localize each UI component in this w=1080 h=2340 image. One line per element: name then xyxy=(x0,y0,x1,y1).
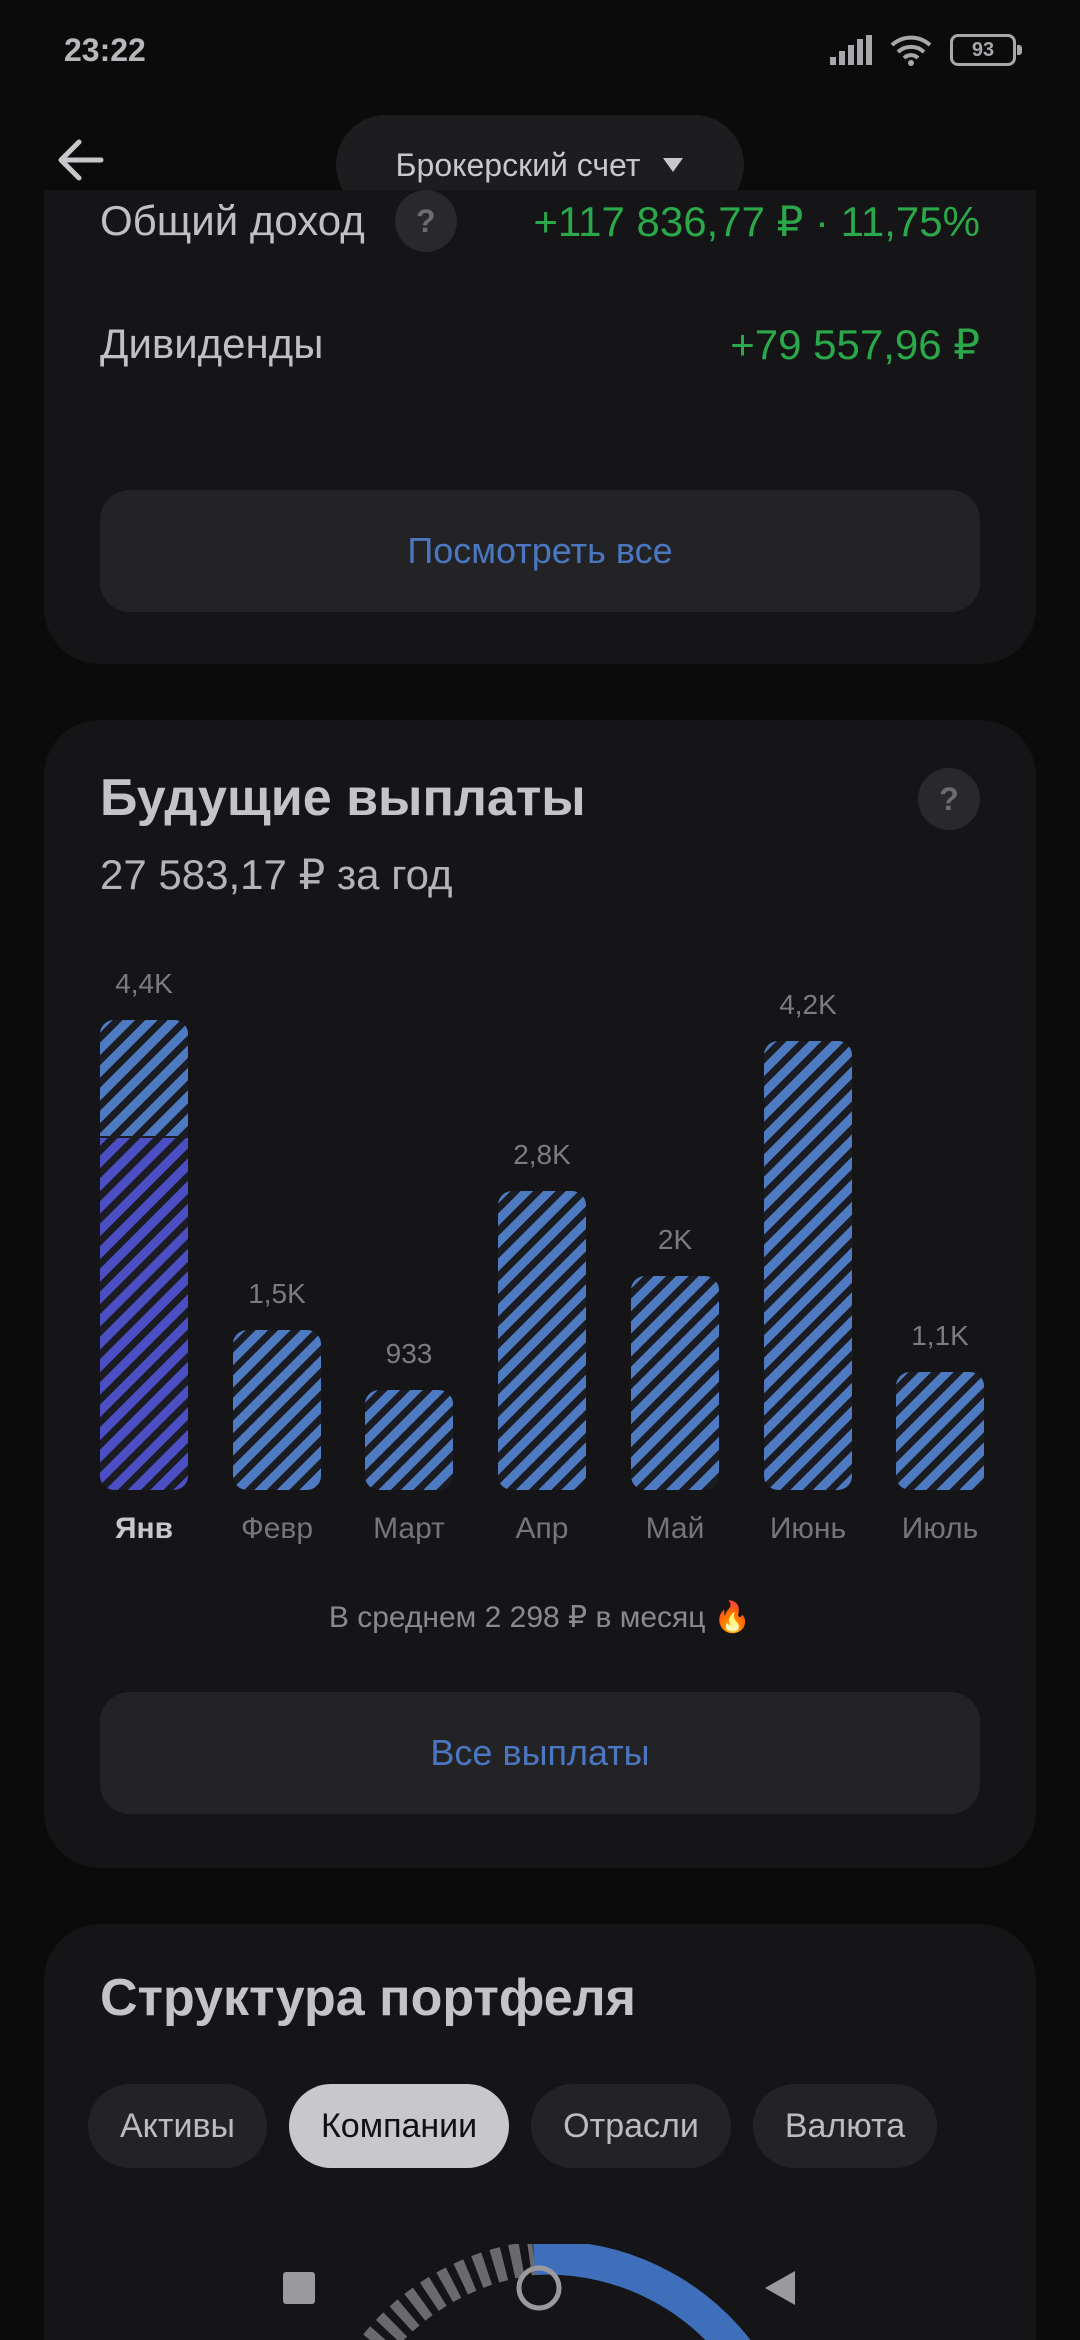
portfolio-tab[interactable]: Валюта xyxy=(752,2084,938,2168)
status-time: 23:22 xyxy=(64,31,146,68)
payments-chart: 4,4K Янв 1,5K Февр 933 Март 2,8K Апр 2K Май 4,2K Ию… xyxy=(44,720,1036,1620)
bar-value-label: 1,1K xyxy=(911,1320,969,1351)
month-label[interactable]: Июнь xyxy=(769,1512,847,1545)
bar-top-segment xyxy=(100,1020,188,1138)
square-icon xyxy=(283,2271,315,2304)
home-button[interactable] xyxy=(515,2264,563,2317)
status-icons: 93 xyxy=(830,34,1022,66)
back-arrow-icon xyxy=(58,139,104,181)
bar-column[interactable] xyxy=(896,1372,984,1490)
dividends-row: Дивиденды +79 557,96 ₽ xyxy=(100,314,980,374)
triangle-back-icon xyxy=(765,2270,795,2305)
portfolio-title: Структура портфеля xyxy=(100,1969,636,2027)
portfolio-tab[interactable]: Активы xyxy=(88,2084,267,2168)
average-text: В среднем 2 298 ₽ в месяц 🔥 xyxy=(328,1601,752,1634)
payments-help-button[interactable]: ? xyxy=(918,768,980,830)
payments-subtitle: 27 583,17 ₽ за год xyxy=(100,851,453,898)
month-label[interactable]: Март xyxy=(373,1512,445,1545)
bar-column[interactable] xyxy=(233,1330,321,1490)
month-label[interactable]: Янв xyxy=(114,1512,174,1545)
bar xyxy=(896,1372,984,1490)
circle-icon xyxy=(516,2265,562,2310)
bar xyxy=(365,1390,453,1490)
back-button[interactable] xyxy=(50,130,110,190)
income-row: Общий доход ? +117 836,77 ₽ · 11,75% xyxy=(100,160,980,282)
system-back-button[interactable] xyxy=(763,2269,797,2312)
battery-level: 93 xyxy=(971,38,995,61)
month-label[interactable]: Февр xyxy=(240,1512,314,1545)
income-label: Общий доход xyxy=(100,197,365,244)
battery-icon: 93 xyxy=(950,34,1022,66)
portfolio-tab[interactable]: Отрасли xyxy=(531,2084,731,2168)
bar xyxy=(498,1191,586,1490)
bar xyxy=(100,1020,188,1490)
bar-value-label: 4,2K xyxy=(779,989,837,1020)
bar-column[interactable] xyxy=(100,1020,188,1490)
payments-title: Будущие выплаты xyxy=(100,769,586,827)
month-label[interactable]: Май xyxy=(645,1512,705,1545)
bar-value-label: 2K xyxy=(657,1224,693,1255)
dividends-label: Дивиденды xyxy=(100,320,324,367)
portfolio-card: Структура портфеля Активы Компании Отрасли… xyxy=(44,1924,1036,2340)
bar-column[interactable] xyxy=(365,1390,453,1490)
recents-button[interactable] xyxy=(283,2271,315,2309)
bar-value-label: 1,5K xyxy=(248,1278,306,1309)
month-label[interactable]: Июль xyxy=(901,1512,979,1545)
bar-value-label: 2,8K xyxy=(513,1139,571,1170)
dropdown-caret-icon xyxy=(663,158,684,172)
account-label: Брокерский счет xyxy=(395,146,641,183)
donut-chart xyxy=(358,2244,751,2340)
bar-column[interactable] xyxy=(498,1191,586,1490)
portfolio-tab[interactable]: Компании xyxy=(289,2084,510,2168)
month-label[interactable]: Апр xyxy=(515,1512,569,1545)
wifi-icon xyxy=(890,35,932,66)
bar xyxy=(233,1330,321,1490)
all-payments-button[interactable]: Все выплаты xyxy=(100,1692,980,1814)
income-help-button[interactable]: ? xyxy=(394,190,457,252)
bar xyxy=(631,1276,719,1490)
bar-value-label: 4,4K xyxy=(115,968,173,999)
signal-icon xyxy=(830,35,872,65)
bar-column[interactable] xyxy=(631,1276,719,1490)
income-value: +117 836,77 ₽ · 11,75% xyxy=(533,197,980,245)
view-all-button[interactable]: Посмотреть все xyxy=(100,490,980,612)
bar-column[interactable] xyxy=(764,1041,852,1490)
income-card: Общий доход ? +117 836,77 ₽ · 11,75% Див… xyxy=(44,190,1036,664)
bar-value-label: 933 xyxy=(385,1338,433,1369)
bar xyxy=(764,1041,852,1490)
dividends-value: +79 557,96 ₽ xyxy=(730,320,980,368)
future-payments-card: Будущие выплаты ? 27 583,17 ₽ за год 4,4… xyxy=(44,720,1036,1868)
status-bar: 23:22 93 xyxy=(0,0,1080,100)
system-nav-bar xyxy=(0,2240,1080,2340)
portfolio-tabs: Активы Компании Отрасли Валюта xyxy=(88,2084,938,2168)
